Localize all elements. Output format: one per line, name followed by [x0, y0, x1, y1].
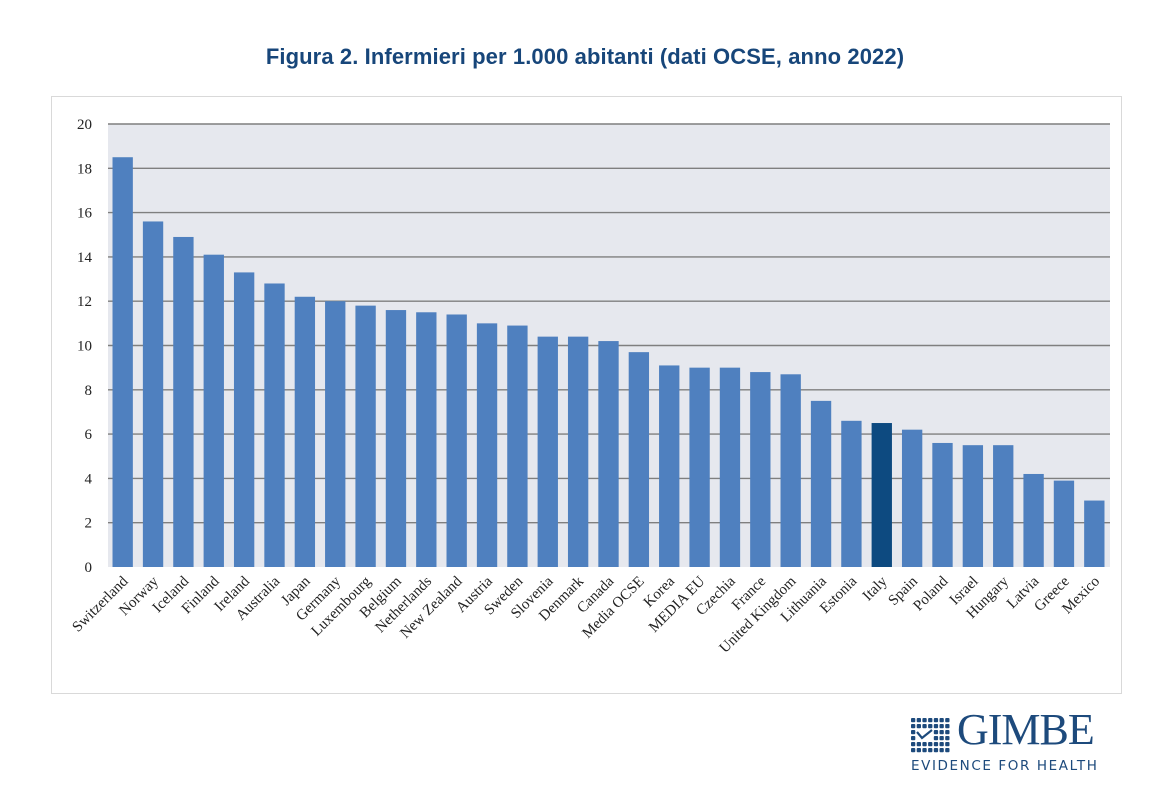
logo-dot: [939, 724, 944, 729]
gimbe-logo: GIMBE EVIDENCE FOR HEALTH: [911, 708, 1111, 776]
logo-dot: [922, 748, 927, 753]
bar-ireland: [233, 272, 255, 567]
bar-spain: [901, 429, 923, 567]
bar-norway: [142, 221, 164, 567]
logo-dot: [945, 718, 950, 723]
bar-media-eu: [689, 367, 710, 567]
logo-tagline: EVIDENCE FOR HEALTH: [911, 758, 1099, 774]
logo-dot: [922, 742, 927, 747]
y-tick-label: 16: [77, 206, 93, 222]
logo-dot: [916, 742, 921, 747]
bar-sweden: [507, 325, 528, 567]
logo-dot: [911, 742, 916, 747]
logo-dot: [928, 742, 933, 747]
logo-dot: [933, 742, 939, 747]
bar-france: [750, 372, 771, 567]
chart-title: Figura 2. Infermieri per 1.000 abitanti …: [265, 44, 905, 69]
bar-poland: [932, 442, 953, 567]
bar-czechia: [719, 367, 741, 567]
logo-dot: [911, 748, 916, 753]
logo-dot: [945, 724, 950, 729]
bars: [112, 157, 1105, 567]
bar-japan: [294, 296, 316, 567]
logo-dot: [939, 730, 944, 735]
bar-iceland: [173, 236, 194, 567]
bar-luxembourg: [355, 305, 376, 567]
logo-dot: [945, 736, 950, 741]
bar-netherlands: [416, 312, 437, 567]
logo-dot: [939, 742, 944, 747]
logo-dot-grid-icon: [911, 718, 950, 753]
logo-dot: [939, 718, 944, 723]
logo-dot: [933, 748, 939, 753]
bar-latvia: [1023, 473, 1044, 567]
y-tick-label: 2: [85, 516, 93, 532]
y-tick-label: 12: [77, 294, 92, 310]
bar-belgium: [385, 310, 407, 567]
y-tick-label: 8: [85, 383, 93, 399]
x-tick-label: Poland: [911, 573, 952, 614]
logo-dot: [945, 748, 950, 753]
bar-united-kingdom: [780, 374, 801, 567]
logo-dot: [933, 736, 939, 741]
logo-dot: [939, 736, 944, 741]
y-tick-label: 0: [85, 560, 93, 576]
bar-new-zealand: [446, 314, 467, 567]
bar-greece: [1053, 480, 1075, 567]
bar-austria: [476, 323, 498, 567]
logo-wordmark: GIMBE: [957, 705, 1095, 754]
bar-canada: [598, 341, 619, 567]
y-tick-label: 10: [77, 339, 92, 355]
bar-hungary: [993, 445, 1014, 567]
logo-dot: [916, 748, 921, 753]
bar-korea: [659, 365, 680, 567]
bar-lithuania: [810, 400, 832, 567]
logo-dot: [928, 724, 933, 729]
logo-dot: [916, 718, 921, 723]
logo-dot: [945, 742, 950, 747]
logo-dot: [939, 748, 944, 753]
bar-finland: [203, 254, 224, 567]
logo-dot: [933, 730, 939, 735]
y-axis-ticks: 0 2 4 6 8 10 12 14 16 18 20: [77, 117, 93, 576]
bar-estonia: [841, 420, 862, 567]
logo-dot: [911, 718, 916, 723]
logo-dot: [928, 718, 933, 723]
bar-media-ocse: [628, 352, 650, 567]
logo-dot: [933, 724, 939, 729]
bar-italy: [871, 423, 892, 567]
logo-dot: [928, 748, 933, 753]
bar-australia: [264, 283, 285, 567]
bar-slovenia: [537, 336, 558, 567]
y-tick-label: 20: [77, 117, 92, 133]
logo-dot: [945, 730, 950, 735]
logo-dot: [922, 718, 927, 723]
bar-switzerland: [112, 157, 133, 567]
x-axis-ticks: SwitzerlandNorwayIcelandFinlandIrelandAu…: [70, 573, 1104, 656]
logo-dot: [916, 724, 921, 729]
logo-check-icon: [916, 729, 933, 740]
bar-denmark: [567, 336, 589, 567]
y-tick-label: 4: [85, 471, 93, 487]
y-tick-label: 6: [85, 427, 93, 443]
bar-germany: [325, 301, 346, 567]
logo-dot: [911, 730, 916, 735]
bar-mexico: [1084, 500, 1105, 567]
logo-dot: [933, 718, 939, 723]
bar-israel: [962, 445, 984, 567]
y-tick-label: 18: [77, 161, 92, 177]
logo-dot: [911, 724, 916, 729]
y-tick-label: 14: [77, 250, 93, 266]
logo-dot: [922, 724, 927, 729]
logo-dot: [911, 736, 916, 741]
